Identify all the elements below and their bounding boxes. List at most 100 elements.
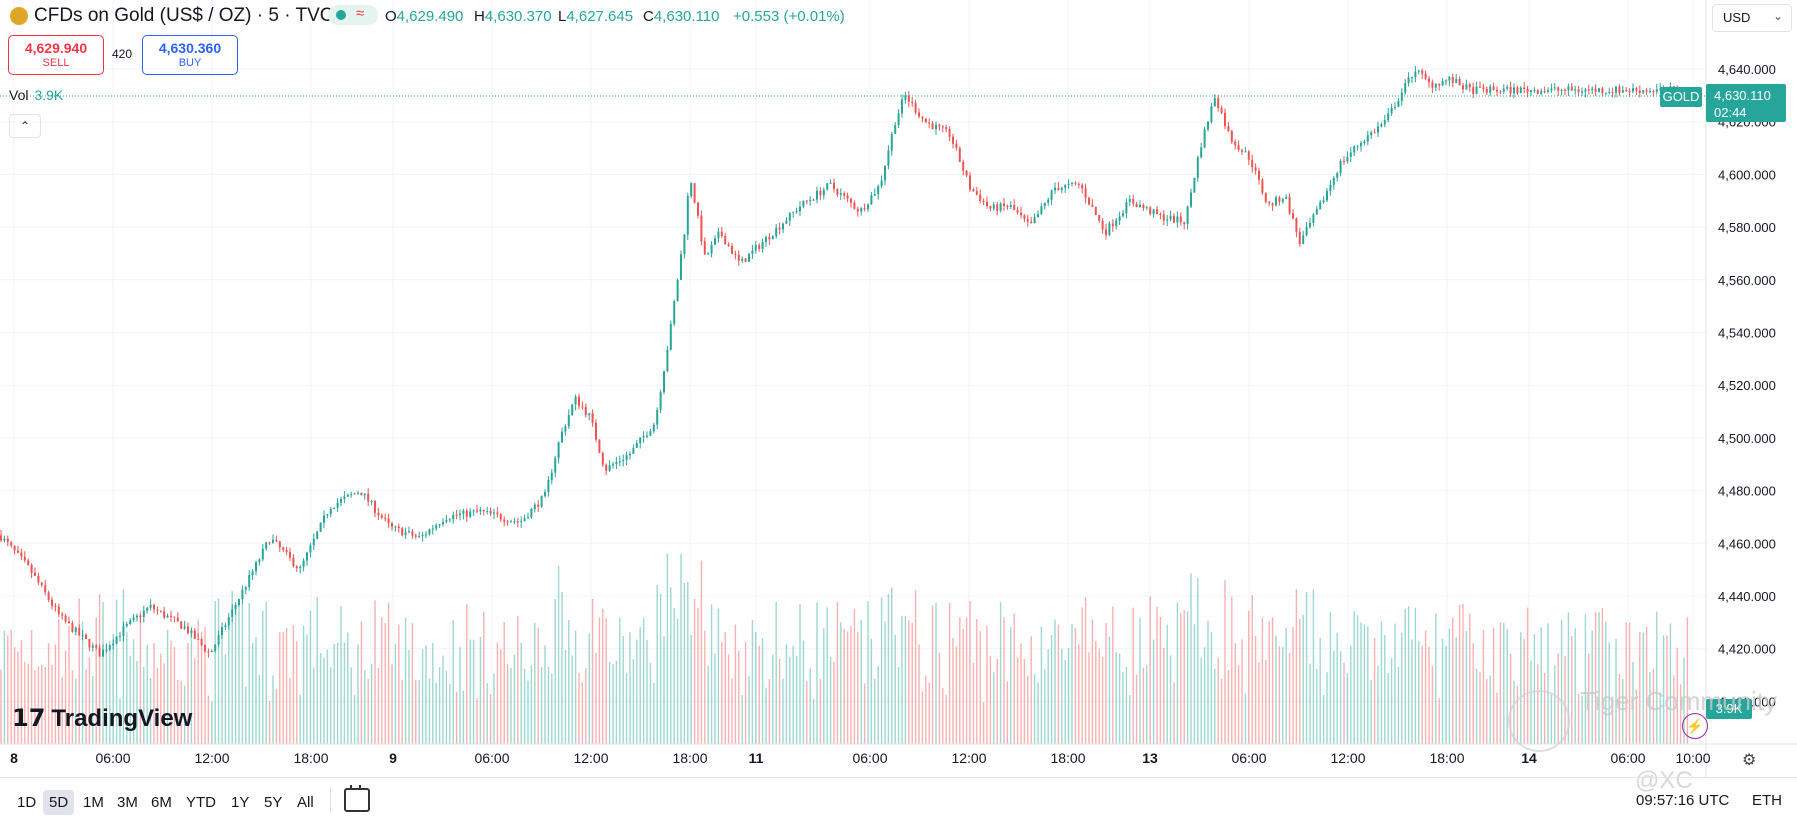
- candle-body: [612, 464, 614, 466]
- range-1m[interactable]: 1M: [83, 794, 104, 811]
- utc-clock[interactable]: 09:57:16 UTC: [1636, 792, 1730, 809]
- range-ytd[interactable]: YTD: [186, 794, 216, 811]
- volume-bar: [1169, 655, 1172, 744]
- volume-bar: [1203, 646, 1206, 744]
- volume-bar: [476, 698, 478, 744]
- buy-button[interactable]: 4,630.360 BUY: [142, 35, 238, 75]
- symbol-badge: GOLD: [1660, 87, 1702, 107]
- lightning-icon[interactable]: ⚡: [1682, 713, 1708, 739]
- collapse-legend-button[interactable]: ⌃: [9, 114, 41, 138]
- volume-bar: [724, 632, 726, 744]
- candle-body: [329, 508, 332, 515]
- data-delay-icon: ≈: [356, 5, 365, 22]
- volume-bar: [1139, 617, 1141, 744]
- candle-body: [856, 208, 859, 212]
- candle-body: [1118, 216, 1121, 221]
- candle-body: [380, 515, 383, 518]
- range-6m[interactable]: 6M: [151, 794, 172, 811]
- volume-bar: [187, 642, 189, 744]
- volume-bar: [1411, 639, 1413, 744]
- time-tick-label: 14: [1521, 750, 1537, 766]
- candle-body: [499, 514, 502, 520]
- volume-bar: [1435, 613, 1437, 744]
- range-all[interactable]: All: [297, 794, 314, 811]
- volume-bar: [806, 681, 808, 744]
- candle-body: [1530, 90, 1532, 93]
- candle-body: [30, 564, 33, 573]
- range-1d[interactable]: 1D: [17, 794, 37, 811]
- ohlc-change: +0.553 (+0.01%): [733, 8, 845, 25]
- volume-bar: [214, 600, 216, 744]
- candle-body: [57, 606, 60, 615]
- range-1y[interactable]: 1Y: [231, 794, 250, 811]
- candle-body: [1611, 91, 1614, 93]
- volume-bar: [404, 617, 407, 744]
- volume-bar: [1010, 626, 1012, 744]
- volume-bar: [109, 640, 111, 744]
- candle-body: [1475, 86, 1478, 94]
- volume-bar: [1407, 606, 1410, 744]
- candle-body: [472, 510, 475, 512]
- candle-body: [163, 611, 166, 618]
- price-tick-label: 4,460.000: [1718, 536, 1776, 551]
- volume-bar: [340, 606, 342, 744]
- volume-bar: [734, 624, 737, 744]
- candle-body: [513, 521, 516, 523]
- volume-bar: [1146, 664, 1148, 744]
- volume-bar: [853, 609, 856, 744]
- candle-body: [1618, 86, 1621, 93]
- candle-body: [1203, 129, 1206, 148]
- volume-bar: [850, 626, 852, 744]
- volume-bar: [194, 658, 196, 744]
- volume-bar: [710, 604, 713, 744]
- volume-bar: [459, 647, 461, 744]
- volume-bar: [897, 667, 900, 744]
- volume-bar: [163, 663, 165, 744]
- candle-body: [890, 133, 893, 151]
- volume-bar: [1040, 626, 1043, 744]
- symbol-title[interactable]: CFDs on Gold (US$ / OZ) · 5 · TVC: [34, 5, 334, 26]
- volume-legend[interactable]: Vol 3.9K: [9, 87, 64, 103]
- candle-body: [1434, 83, 1437, 88]
- candle-body: [1482, 87, 1485, 89]
- volume-bar: [449, 683, 451, 744]
- calendar-icon[interactable]: [344, 785, 370, 812]
- candle-body: [561, 431, 563, 443]
- volume-bar: [75, 678, 77, 744]
- candle-body: [829, 182, 832, 184]
- volume-bar: [1237, 665, 1240, 744]
- session-eth[interactable]: ETH: [1752, 792, 1782, 809]
- volume-bar: [1652, 668, 1655, 744]
- candle-body: [795, 211, 798, 213]
- range-5d[interactable]: 5D: [43, 790, 75, 815]
- volume-bar: [1118, 653, 1121, 744]
- tradingview-logo[interactable]: 𝟭𝟳 TradingView: [12, 705, 193, 732]
- sell-button[interactable]: 4,629.940 SELL: [8, 35, 104, 75]
- volume-bar: [1401, 632, 1403, 744]
- volume-bar: [1152, 639, 1155, 744]
- volume-bar: [1275, 636, 1277, 744]
- candle-body: [1547, 90, 1549, 92]
- market-status-pill[interactable]: ≈: [328, 5, 378, 25]
- volume-bar: [602, 608, 604, 744]
- candle-body: [578, 396, 580, 407]
- volume-bar: [629, 632, 631, 744]
- candle-body: [860, 207, 863, 212]
- time-tick-label: 06:00: [474, 750, 509, 766]
- volume-bar: [857, 632, 859, 744]
- range-5y[interactable]: 5Y: [264, 794, 283, 811]
- volume-bar: [1312, 589, 1315, 744]
- candle-body: [1125, 201, 1128, 214]
- candle-body: [363, 493, 366, 496]
- candle-body: [523, 518, 526, 522]
- candle-body: [17, 550, 19, 553]
- settings-gear-icon[interactable]: ⚙: [1742, 752, 1757, 769]
- candle-body: [870, 195, 873, 205]
- candle-body: [1502, 88, 1505, 92]
- currency-select[interactable]: USD ⌄: [1712, 4, 1792, 32]
- range-3m[interactable]: 3M: [117, 794, 138, 811]
- candle-body: [319, 522, 322, 532]
- candle-body: [377, 512, 380, 516]
- volume-bar: [394, 644, 397, 744]
